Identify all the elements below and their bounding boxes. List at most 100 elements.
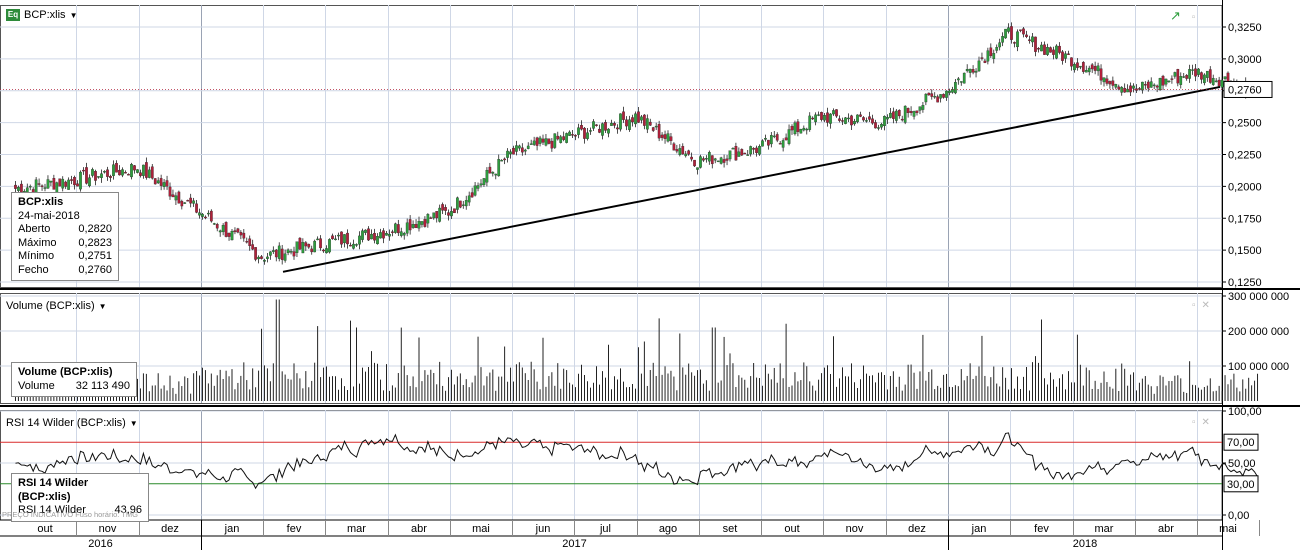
candle-body bbox=[784, 137, 788, 141]
candle-body bbox=[755, 147, 758, 154]
maximize-icon[interactable]: ▫ bbox=[1192, 300, 1196, 311]
candle-body bbox=[1096, 65, 1100, 72]
candle-body bbox=[1022, 28, 1025, 35]
candle-body bbox=[787, 129, 791, 144]
candle-body bbox=[295, 241, 299, 253]
dropdown-arrow-icon[interactable]: ▼ bbox=[69, 11, 78, 20]
candle-body bbox=[316, 238, 319, 241]
candle-body bbox=[1025, 34, 1028, 37]
candle-body bbox=[414, 224, 418, 229]
candle-body bbox=[862, 117, 865, 121]
candle bbox=[900, 115, 904, 122]
rsi-panel-title[interactable]: RSI 14 Wilder (BCP:xlis) ▼ bbox=[6, 417, 138, 429]
candle-body bbox=[968, 68, 972, 73]
close-icon[interactable]: ✕ bbox=[1201, 417, 1210, 428]
candle-body bbox=[553, 133, 557, 148]
candle bbox=[1058, 42, 1061, 55]
candle-body bbox=[865, 120, 868, 122]
maximize-icon[interactable]: ▫ bbox=[1191, 12, 1196, 23]
candle-body bbox=[663, 134, 667, 139]
candle-body bbox=[382, 230, 385, 239]
candle bbox=[989, 43, 993, 58]
candle-body bbox=[204, 216, 207, 219]
candle-body bbox=[1223, 76, 1227, 79]
candle bbox=[399, 227, 403, 238]
candle bbox=[215, 222, 219, 232]
candle-body bbox=[850, 115, 853, 126]
candle bbox=[162, 179, 166, 190]
close-icon[interactable]: ✕ bbox=[1201, 300, 1210, 311]
volume-y-tick-label: 200 000 000 bbox=[1228, 326, 1289, 338]
candle bbox=[376, 233, 379, 245]
candle-body bbox=[616, 127, 619, 130]
candle-body bbox=[209, 210, 213, 222]
candle bbox=[699, 154, 702, 169]
candle bbox=[37, 178, 41, 187]
candle-body bbox=[17, 186, 20, 191]
volume-panel-title[interactable]: Volume (BCP:xlis) ▼ bbox=[6, 300, 107, 312]
candle bbox=[43, 183, 47, 192]
candle bbox=[894, 109, 898, 124]
candle-body bbox=[781, 140, 785, 148]
month-label: mai bbox=[1219, 523, 1237, 535]
candle-body bbox=[568, 131, 571, 136]
trend-tool-icon[interactable]: ↗ bbox=[1170, 8, 1181, 23]
price-panel-title[interactable]: Eq BCP:xlis ▼ bbox=[6, 9, 78, 22]
candle-body bbox=[1194, 68, 1197, 77]
candle-body bbox=[538, 137, 542, 144]
dropdown-arrow-icon[interactable]: ▼ bbox=[98, 302, 107, 311]
candle bbox=[589, 127, 592, 135]
rsi-y-tick-label: 50,00 bbox=[1228, 458, 1256, 470]
candle-body bbox=[195, 203, 198, 213]
candle bbox=[835, 109, 838, 118]
candle bbox=[1010, 22, 1013, 44]
candle-body bbox=[529, 143, 533, 145]
candle-body bbox=[808, 115, 812, 130]
candle bbox=[224, 221, 228, 238]
candle bbox=[772, 131, 776, 139]
candle bbox=[808, 112, 812, 132]
candle bbox=[304, 241, 308, 251]
candle bbox=[1114, 83, 1118, 90]
candle-body bbox=[82, 169, 85, 172]
candle bbox=[283, 249, 287, 263]
candle-body bbox=[678, 148, 682, 155]
candle-body bbox=[589, 130, 592, 132]
candle-body bbox=[892, 111, 895, 119]
candle bbox=[951, 86, 954, 94]
candle bbox=[139, 169, 142, 178]
candle-body bbox=[37, 183, 41, 185]
candle bbox=[954, 78, 957, 95]
candle-body bbox=[150, 166, 154, 179]
candle-body bbox=[775, 134, 779, 141]
rsi-level-box bbox=[1223, 433, 1259, 451]
candle bbox=[580, 120, 583, 131]
candle-body bbox=[912, 111, 916, 117]
candle-body bbox=[1152, 84, 1156, 87]
candle bbox=[467, 191, 471, 206]
candle bbox=[868, 111, 871, 123]
candle bbox=[619, 113, 622, 132]
maximize-icon[interactable]: ▫ bbox=[1192, 417, 1196, 428]
price-pane-icons: ↗ ▫ bbox=[1170, 8, 1195, 24]
dropdown-arrow-icon[interactable]: ▼ bbox=[129, 419, 138, 428]
candle-body bbox=[97, 176, 100, 178]
candle-body bbox=[1093, 66, 1097, 71]
candle-body bbox=[835, 109, 838, 117]
candle-body bbox=[1040, 44, 1043, 52]
candle bbox=[103, 170, 106, 174]
candle bbox=[541, 134, 545, 145]
candle-body bbox=[103, 171, 106, 173]
candle-body bbox=[823, 115, 826, 121]
candle bbox=[814, 112, 817, 126]
candle-body bbox=[456, 197, 459, 210]
candle bbox=[201, 213, 204, 220]
candle-body bbox=[70, 179, 73, 181]
candle-body bbox=[319, 238, 322, 249]
candle-body bbox=[675, 149, 679, 152]
x-axis-area bbox=[0, 520, 1222, 550]
candle bbox=[874, 119, 877, 129]
candle bbox=[1040, 41, 1043, 52]
candle bbox=[716, 160, 720, 163]
candle bbox=[221, 223, 225, 236]
